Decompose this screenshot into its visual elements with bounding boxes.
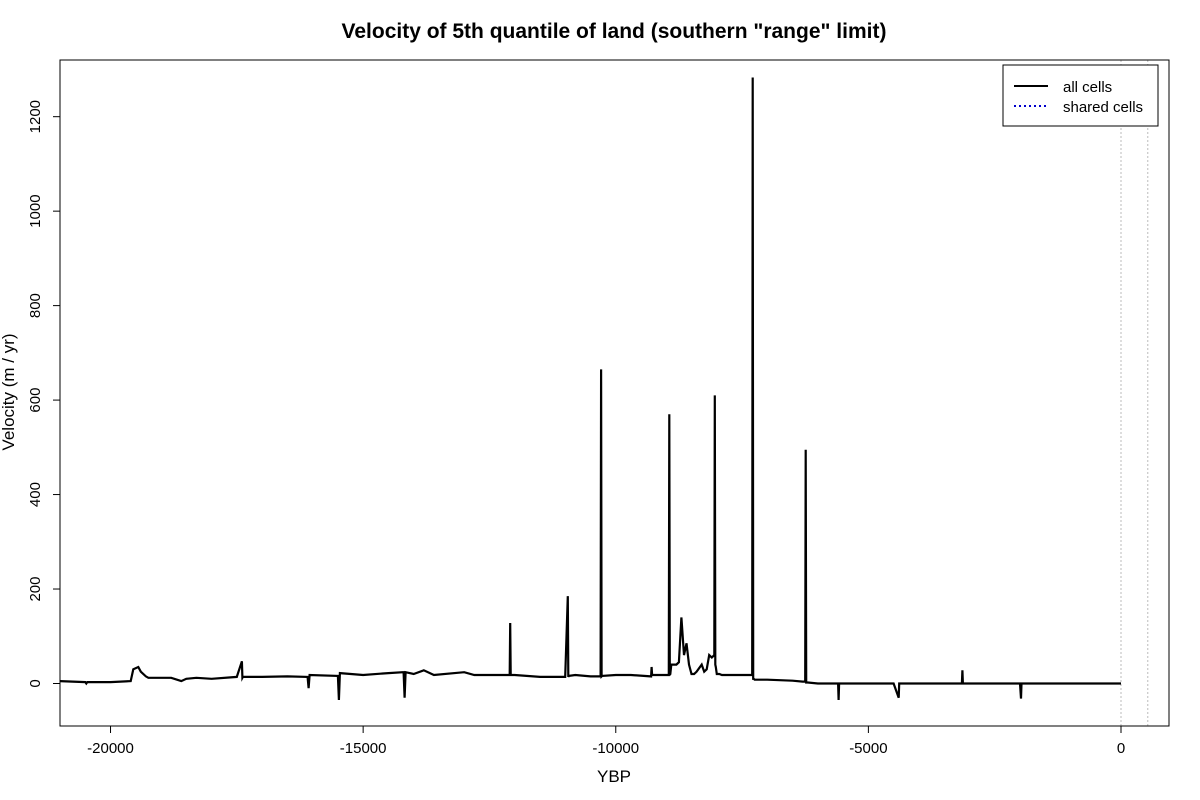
y-tick-label: 400: [27, 482, 44, 507]
legend-label-shared-cells: shared cells: [1063, 99, 1143, 116]
plot-frame: [59, 59, 1170, 727]
x-tick-label: 0: [1117, 740, 1125, 757]
series-line-all-cells: [59, 77, 1121, 701]
reference-lines: [1120, 60, 1149, 726]
x-tick-label: -15000: [340, 740, 387, 757]
legend-label-all-cells: all cells: [1063, 79, 1112, 96]
x-tick-label: -5000: [849, 740, 887, 757]
y-tick-label: 200: [27, 577, 44, 602]
chart-title: Velocity of 5th quantile of land (southe…: [342, 20, 887, 43]
y-tick-label: 0: [27, 679, 44, 687]
series-layer: [59, 77, 1121, 701]
y-tick-label: 1200: [27, 100, 44, 133]
x-tick-label: -20000: [87, 740, 134, 757]
x-tick-label: -10000: [592, 740, 639, 757]
x-axis-label: YBP: [597, 767, 631, 786]
x-axis: -20000 -15000 -10000 -5000 0: [87, 725, 1125, 757]
y-axis-label: Velocity (m / yr): [0, 333, 18, 450]
legend-box: [1002, 64, 1159, 127]
y-tick-label: 800: [27, 293, 44, 318]
legend: all cells shared cells: [1002, 64, 1159, 127]
y-tick-label: 600: [27, 388, 44, 413]
y-axis: 0 200 400 600 800 1000 1200: [27, 100, 61, 688]
y-tick-label: 1000: [27, 194, 44, 227]
